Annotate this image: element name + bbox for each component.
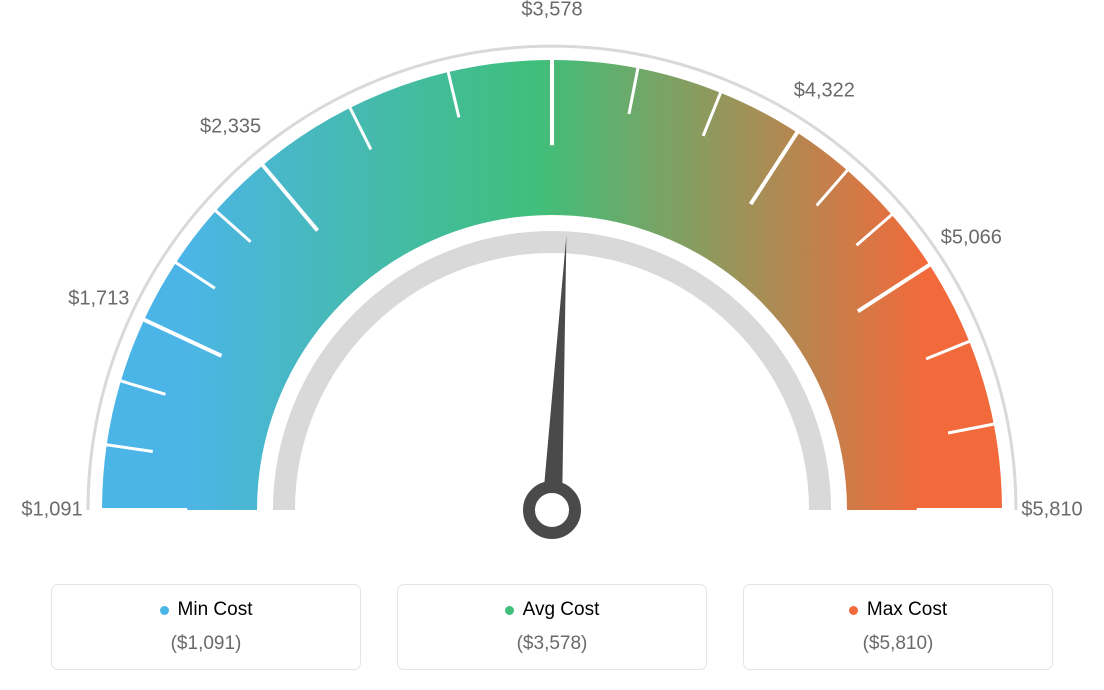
- min-dot-icon: [160, 606, 169, 615]
- gauge-area: $1,091 $1,713 $2,335 $3,578 $4,322 $5,066 $5,8…: [0, 0, 1104, 560]
- max-dot-icon: [849, 606, 858, 615]
- avg-cost-card: Avg Cost ($3,578): [397, 584, 707, 670]
- gauge-svg: [0, 0, 1104, 560]
- max-cost-label: Max Cost: [867, 599, 947, 621]
- min-cost-value: ($1,091): [62, 633, 350, 655]
- min-cost-label: Min Cost: [178, 599, 253, 621]
- gauge-needle-hub: [529, 487, 575, 533]
- avg-cost-value: ($3,578): [408, 633, 696, 655]
- max-cost-card: Max Cost ($5,810): [743, 584, 1053, 670]
- gauge-needle: [542, 235, 566, 510]
- gauge-tick-label: $2,335: [200, 115, 261, 138]
- max-cost-title: Max Cost: [849, 599, 947, 621]
- avg-cost-title: Avg Cost: [505, 599, 600, 621]
- gauge-tick-label: $4,322: [794, 79, 855, 102]
- summary-row: Min Cost ($1,091) Avg Cost ($3,578) Max …: [0, 584, 1104, 670]
- gauge-tick-label: $1,091: [21, 499, 82, 522]
- gauge-tick-label: $5,810: [1021, 499, 1082, 522]
- avg-cost-label: Avg Cost: [523, 599, 600, 621]
- gauge-tick-label: $5,066: [941, 226, 1002, 249]
- min-cost-title: Min Cost: [160, 599, 253, 621]
- avg-dot-icon: [505, 606, 514, 615]
- gauge-tick-label: $1,713: [68, 287, 129, 310]
- max-cost-value: ($5,810): [754, 633, 1042, 655]
- min-cost-card: Min Cost ($1,091): [51, 584, 361, 670]
- gauge-tick-label: $3,578: [521, 0, 582, 22]
- cost-gauge-chart: $1,091 $1,713 $2,335 $3,578 $4,322 $5,066 $5,8…: [0, 0, 1104, 690]
